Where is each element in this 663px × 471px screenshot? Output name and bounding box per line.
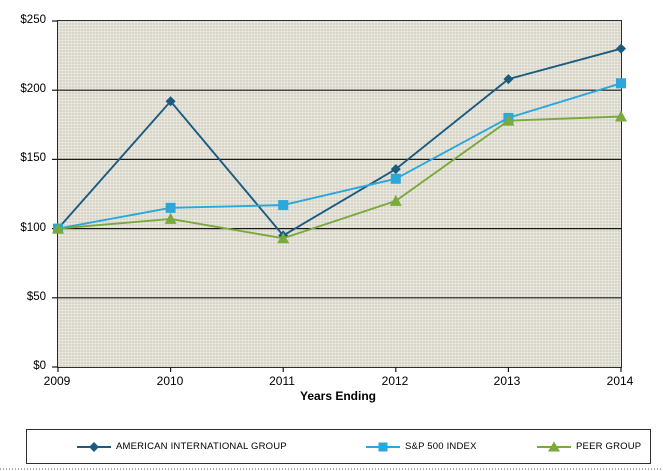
plot-area <box>52 20 627 372</box>
y-axis-tick-label: $150 <box>20 152 46 164</box>
square-marker-icon <box>378 442 388 451</box>
x-axis-tick-label: 2010 <box>156 374 184 388</box>
triangle-data-point <box>502 114 515 126</box>
x-axis-tick-label: 2009 <box>43 374 71 388</box>
triangle-data-point <box>164 212 177 224</box>
legend-item-sp500: S&P 500 INDEX <box>366 441 477 453</box>
legend-swatch <box>537 441 571 453</box>
diamond-data-point <box>503 74 514 85</box>
legend-item-aig: AMERICAN INTERNATIONAL GROUP <box>77 441 287 453</box>
y-axis-tick-label: $200 <box>20 83 46 95</box>
page-bottom-edge <box>0 468 663 470</box>
diamond-marker-icon <box>89 441 99 452</box>
legend-item-peer-group: PEER GROUP <box>537 441 641 453</box>
legend-swatch <box>77 441 111 453</box>
legend-label: S&P 500 INDEX <box>405 441 477 452</box>
diamond-data-point <box>165 96 176 107</box>
square-data-point <box>390 173 401 184</box>
y-axis-tick-label: $100 <box>20 222 46 234</box>
square-data-point <box>165 202 176 213</box>
triangle-data-point <box>615 110 627 122</box>
y-axis-tick-label: $0 <box>33 360 46 372</box>
triangle-data-point <box>277 232 290 244</box>
series-line <box>57 47 622 237</box>
series-triangle <box>52 110 627 244</box>
x-axis-tick-label: 2014 <box>606 374 634 388</box>
chart-canvas <box>52 20 627 372</box>
triangle-marker-icon <box>548 441 560 451</box>
y-axis-tick-label: $250 <box>20 14 46 26</box>
x-axis-tick-label: 2013 <box>493 374 521 388</box>
x-axis-title: Years Ending <box>299 389 377 403</box>
y-axis-tick-label: $50 <box>26 291 46 303</box>
legend-box: AMERICAN INTERNATIONAL GROUP S&P 500 IND… <box>26 429 651 464</box>
x-axis-tick-label: 2012 <box>381 374 409 388</box>
legend-swatch <box>366 441 400 453</box>
legend-label: AMERICAN INTERNATIONAL GROUP <box>116 441 287 452</box>
diamond-data-point <box>390 164 401 175</box>
series-line <box>57 82 622 230</box>
series-line <box>57 115 622 240</box>
square-data-point <box>278 200 289 211</box>
diamond-data-point <box>616 43 626 54</box>
series-square <box>53 78 626 234</box>
triangle-data-point <box>52 222 64 234</box>
series-diamond <box>53 43 626 241</box>
square-data-point <box>616 78 626 89</box>
legend-label: PEER GROUP <box>576 441 642 452</box>
x-axis-tick-label: 2011 <box>269 374 295 388</box>
triangle-data-point <box>389 194 402 206</box>
